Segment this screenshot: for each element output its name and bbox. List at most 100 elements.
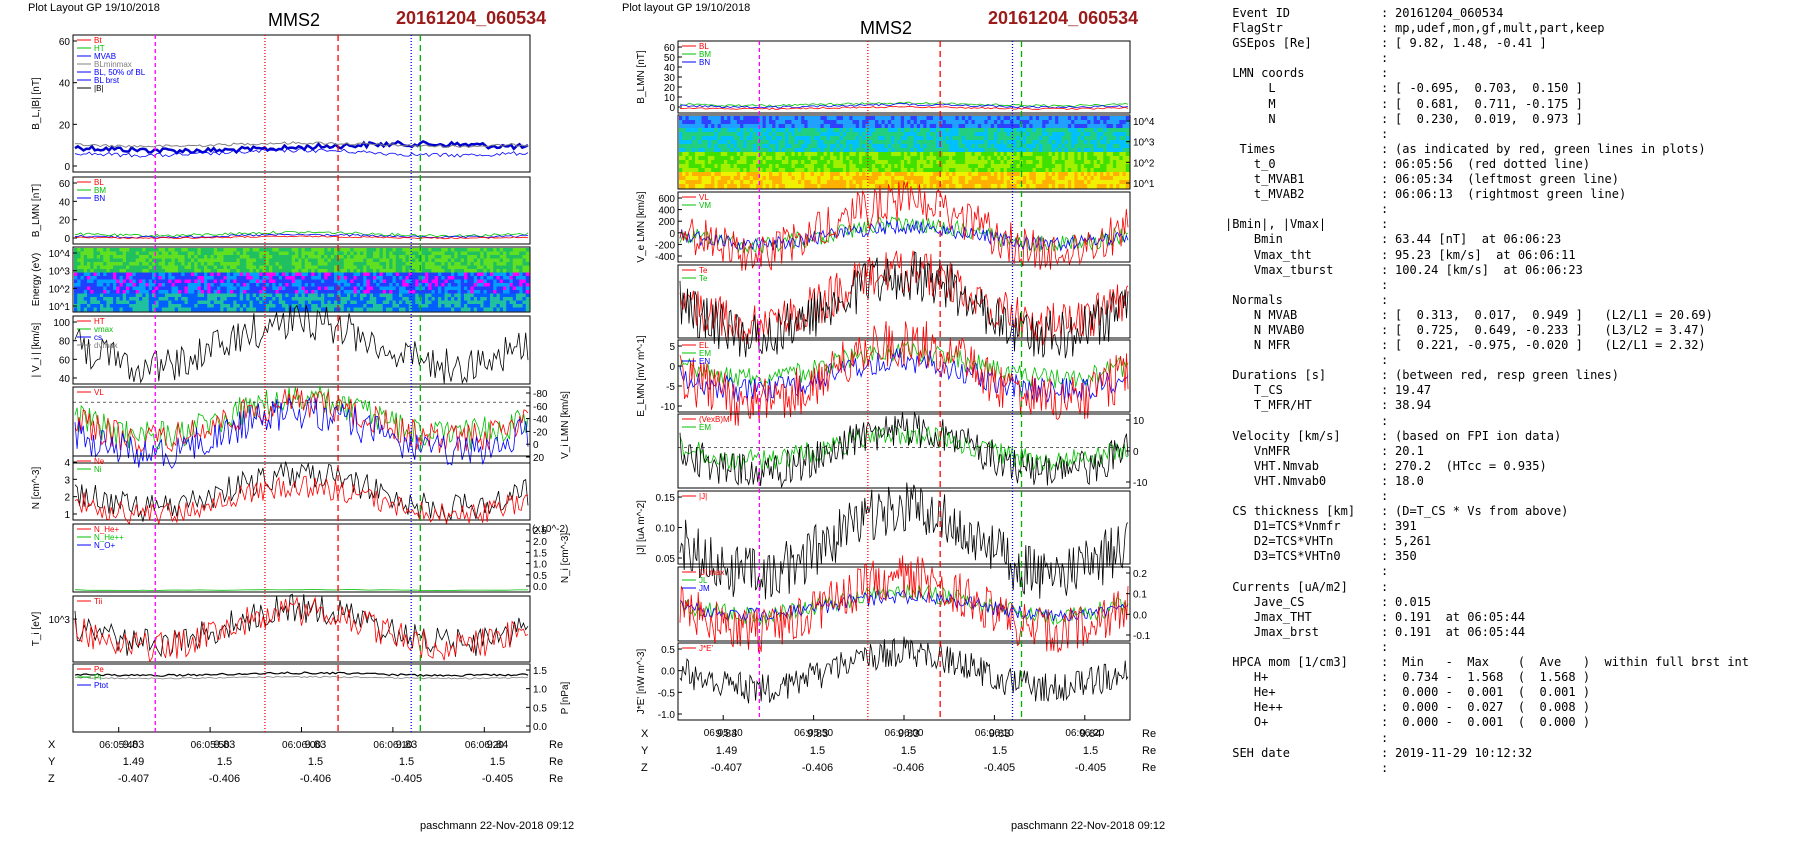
left-spectrogram-cell bbox=[304, 290, 309, 294]
mid-spectrogram-cell bbox=[926, 148, 931, 153]
left-spectrogram-cell bbox=[327, 276, 332, 280]
left-spectrogram-cell bbox=[265, 258, 270, 263]
mid-spectrogram-cell bbox=[1122, 168, 1127, 173]
mid-spectrogram-cell bbox=[791, 168, 796, 173]
mid-spectrogram-cell bbox=[743, 128, 747, 133]
mid-spectrogram-cell bbox=[904, 144, 908, 149]
left-spectrogram-cell bbox=[334, 251, 338, 256]
left-spectrogram-cell bbox=[265, 290, 270, 294]
left-spectrogram-cell bbox=[441, 286, 445, 291]
mid-spectrogram-cell bbox=[701, 128, 706, 133]
mid-spectrogram-cell bbox=[1032, 116, 1037, 121]
mid-spectrogram-cell bbox=[1006, 156, 1011, 161]
mid-spectrogram-cell bbox=[862, 176, 866, 181]
left-spectrogram-cell bbox=[470, 293, 475, 298]
left-spectrogram-cell bbox=[321, 272, 325, 277]
mid-spectrogram-cell bbox=[772, 140, 776, 145]
mid-spectrogram-cell bbox=[855, 140, 860, 145]
left-spectrogram-cell bbox=[486, 255, 491, 259]
mid-spectrogram-cell bbox=[1084, 160, 1088, 165]
left-spectrogram-cell bbox=[119, 251, 124, 256]
left-spectrogram-cell bbox=[405, 283, 410, 287]
mid-spectrogram-cell bbox=[881, 176, 886, 181]
left-spectrogram-cell bbox=[434, 297, 439, 301]
mid-spectrogram-cell bbox=[1064, 156, 1069, 161]
mid-spectrogram-cell bbox=[1064, 168, 1069, 173]
left-legend-entry: Ptot bbox=[94, 681, 109, 690]
mid-spectrogram-cell bbox=[878, 116, 882, 121]
left-spectrogram-cell bbox=[74, 265, 78, 270]
mid-spectrogram-cell bbox=[855, 144, 860, 149]
left-spectrogram-cell bbox=[256, 293, 260, 298]
left-spectrogram-cell bbox=[379, 293, 384, 298]
left-spectrogram-cell bbox=[415, 262, 419, 266]
mid-spectrogram-cell bbox=[682, 164, 686, 169]
left-spectrogram-cell bbox=[194, 248, 198, 252]
mid-spectrogram-cell bbox=[711, 132, 715, 137]
mid-spectrogram-cell bbox=[894, 144, 898, 149]
left-spectrogram-cell bbox=[499, 276, 504, 280]
left-spectrogram-cell bbox=[223, 283, 228, 287]
mid-spectrogram-cell bbox=[910, 136, 915, 141]
left-spectrogram-cell bbox=[83, 258, 88, 263]
left-ytick-label: 40 bbox=[59, 197, 71, 208]
mid-spectrogram-cell bbox=[891, 164, 895, 169]
mid-spectrogram-cell bbox=[878, 128, 882, 133]
left-spectrogram-cell bbox=[395, 276, 400, 280]
mid-spectrogram-cell bbox=[1006, 172, 1011, 177]
mid-spectrogram-cell bbox=[756, 168, 760, 173]
left-spectrogram-cell bbox=[96, 304, 101, 308]
mid-spectrogram-cell bbox=[974, 172, 979, 177]
left-spectrogram-cell bbox=[486, 248, 491, 252]
left-spectrogram-cell bbox=[301, 286, 306, 291]
mid-spectrogram-cell bbox=[711, 124, 715, 129]
mid-spectrogram-cell bbox=[994, 148, 998, 153]
mid-spectrogram-cell bbox=[884, 136, 889, 141]
left-spectrogram-cell bbox=[499, 286, 504, 291]
mid-spectrogram-cell bbox=[1016, 120, 1021, 125]
mid-spectrogram-cell bbox=[1006, 152, 1011, 157]
left-spectrogram-cell bbox=[304, 279, 309, 284]
mid-spectrogram-cell bbox=[752, 172, 757, 177]
left-spectrogram-cell bbox=[191, 272, 195, 277]
mid-spectrogram-cell bbox=[717, 164, 722, 169]
left-spectrogram-cell bbox=[204, 262, 208, 266]
mid-spectrogram-cell bbox=[682, 140, 686, 145]
mid-spectrogram-cell bbox=[701, 132, 706, 137]
left-spectrogram-cell bbox=[369, 279, 374, 284]
left-spectrogram-cell bbox=[343, 290, 348, 294]
left-spectrogram-cell bbox=[438, 265, 442, 270]
mid-spectrogram-cell bbox=[977, 172, 982, 177]
left-spectrogram-cell bbox=[194, 297, 198, 301]
left-spectrogram-cell bbox=[100, 251, 104, 256]
left-spectrogram-cell bbox=[522, 248, 527, 252]
left-spectrogram-cell bbox=[135, 248, 140, 252]
left-spectrogram-cell bbox=[252, 272, 257, 277]
left-spectrogram-cell bbox=[431, 265, 436, 270]
mid-spectrogram-cell bbox=[1106, 172, 1111, 177]
mid-spectrogram-cell bbox=[1093, 132, 1098, 137]
mid-spectrogram-cell bbox=[1019, 136, 1024, 141]
mid-spectrogram-cell bbox=[916, 116, 921, 121]
left-spectrogram-cell bbox=[265, 286, 270, 291]
left-spectrogram-cell bbox=[100, 304, 104, 308]
mid-spectrogram-cell bbox=[685, 164, 690, 169]
left-spectrogram-cell bbox=[226, 258, 231, 263]
left-spectrogram-cell bbox=[506, 272, 510, 277]
left-legend-entry: Tii bbox=[94, 597, 102, 606]
left-spectrogram-cell bbox=[308, 248, 312, 252]
left-spectrogram-cell bbox=[496, 297, 501, 301]
mid-spectrogram-cell bbox=[984, 116, 988, 121]
mid-spectrogram-cell bbox=[1064, 132, 1069, 137]
mid-spectrogram-cell bbox=[717, 160, 722, 165]
mid-spectrogram-cell bbox=[826, 168, 831, 173]
left-spectrogram-cell bbox=[496, 293, 501, 298]
left-spectrogram-cell bbox=[106, 304, 111, 308]
left-spectrogram-cell bbox=[106, 276, 111, 280]
left-spectrogram-cell bbox=[191, 304, 195, 308]
mid-spectrogram-cell bbox=[955, 164, 960, 169]
left-spectrogram-cell bbox=[272, 304, 276, 308]
mid-spectrogram-cell bbox=[836, 116, 841, 121]
left-spectrogram-cell bbox=[324, 251, 328, 256]
left-spectrogram-cell bbox=[77, 272, 81, 277]
